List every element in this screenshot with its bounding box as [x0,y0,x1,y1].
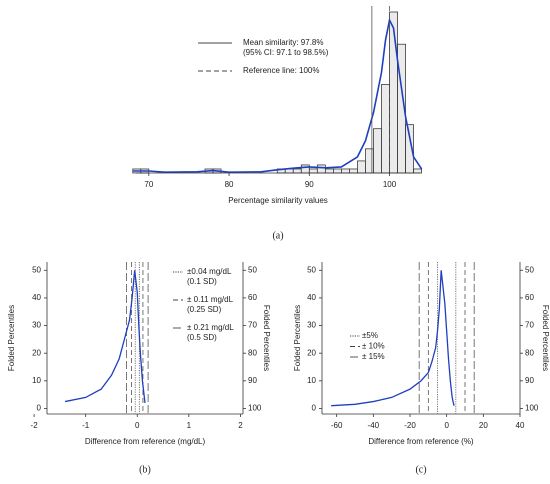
y-tick-label: 40 [32,293,41,302]
caption: (c) [415,464,426,475]
y-tick-label: 10 [32,376,41,385]
x-tick-label: -20 [404,421,416,430]
x-tick-label: 20 [479,421,488,430]
y-axis-label: Folded Percentiles [293,305,302,371]
legend-label: (0.1 SD) [187,277,217,286]
legend-label: Mean similarity: 97.8% [243,38,323,47]
x-tick-label: 100 [383,180,397,189]
legend-label: (0.25 SD) [187,305,222,314]
legend-label: (0.5 SD) [187,333,217,342]
legend-label: ± 10% [362,342,385,351]
legend-label: ± 15% [362,352,385,361]
x-tick-label: 1 [187,421,192,430]
mountain-curve [331,270,455,407]
y2-axis-label: Folded Percentiles [262,305,271,371]
x-tick-label: -40 [368,421,380,430]
y2-tick-label: 50 [248,265,257,274]
mountain-curve [64,270,146,404]
y2-tick-label: 100 [248,404,262,413]
histogram-bar [373,128,382,174]
x-tick-label: 0 [444,421,449,430]
y-tick-label: 20 [307,348,316,357]
x-axis-label: Difference from reference (%) [368,437,474,446]
histogram-bar [389,11,398,174]
legend-label: (95% CI: 97.1 to 98.5%) [243,48,329,57]
y-tick-label: 50 [307,265,316,274]
x-tick-label: 90 [305,180,314,189]
legend-label: ±5% [362,331,378,340]
histogram-bar [308,168,318,174]
x-tick-label: 40 [516,421,525,430]
x-tick-label: 2 [238,421,243,430]
histogram-bar [324,168,334,174]
x-tick-label: -2 [31,421,39,430]
x-tick-label: 80 [225,180,234,189]
histogram-bar [381,84,390,174]
x-tick-label: 70 [144,180,153,189]
x-tick-label: -1 [82,421,90,430]
histogram-bar [413,168,422,174]
y-tick-label: 10 [307,376,316,385]
histogram-bar [292,168,302,174]
y2-tick-label: 100 [525,404,539,413]
y2-tick-label: 60 [525,293,534,302]
y-tick-label: 40 [307,293,316,302]
legend-label: ± 0.21 mg/dL [187,323,234,332]
y2-tick-label: 90 [525,376,534,385]
x-axis-label: Difference from reference (mg/dL) [85,437,206,446]
y-tick-label: 50 [32,265,41,274]
histogram-bar [349,168,358,174]
histogram-bar [357,160,366,174]
histogram-bar [316,164,326,174]
y2-axis-label: Folded Percentiles [541,305,550,371]
x-axis-label: Percentage similarity values [228,196,328,205]
x-tick-label: 0 [135,421,140,430]
y-tick-label: 20 [32,348,41,357]
y-tick-label: 30 [32,321,41,330]
y2-tick-label: 70 [525,321,534,330]
legend-label: ± 0.11 mg/dL [187,295,234,304]
histogram-bar [341,168,350,174]
y2-tick-label: 80 [525,348,534,357]
caption: (b) [139,464,151,475]
y-tick-label: 0 [37,404,42,413]
y-tick-label: 0 [312,404,317,413]
x-tick-label: -60 [331,421,343,430]
histogram-bar [333,168,342,174]
y2-tick-label: 80 [248,348,257,357]
legend-label: ±0.04 mg/dL [187,267,232,276]
caption: (a) [272,230,283,241]
y2-tick-label: 70 [248,321,257,330]
y-axis-label: Folded Percentiles [7,305,16,371]
y-tick-label: 30 [307,321,316,330]
y2-tick-label: 60 [248,293,257,302]
y2-tick-label: 50 [525,265,534,274]
histogram-bar [300,164,310,174]
density-curve [132,17,423,173]
histogram-bar [365,148,374,174]
y2-tick-label: 90 [248,376,257,385]
legend-label: Reference line: 100% [243,66,320,75]
